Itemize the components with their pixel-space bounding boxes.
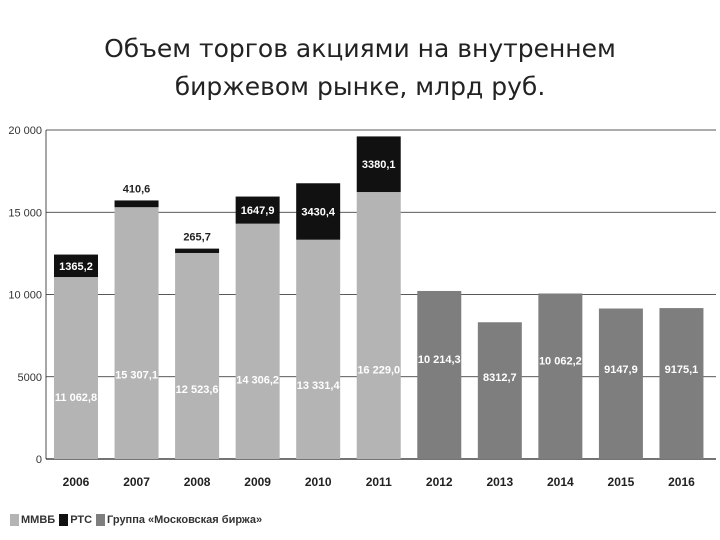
legend-label: Группа «Московская биржа» [107,514,263,526]
x-tick-label: 2015 [608,475,635,489]
bar-segment-rts [175,248,220,253]
data-label: 15 307,1 [115,369,158,381]
bar-segment-mmvb [175,252,220,459]
y-tick-label: 10 000 [8,290,42,302]
bar-segment-mmvb [114,207,159,459]
chart-title: Объем торгов акциями на внутреннем бирже… [0,30,720,106]
x-tick-label: 2006 [63,475,90,489]
x-tick-label: 2016 [668,475,695,489]
data-label: 3430,4 [301,206,336,218]
x-tick-label: 2011 [366,475,392,489]
chart-title-line2: биржевом рынке, млрд руб. [174,72,546,101]
legend-swatch [59,514,69,526]
legend-item: ММВБ [10,514,55,526]
data-label: 13 331,4 [297,380,341,392]
bar-segment-rts [235,196,280,224]
bar-segment-rts [296,183,341,240]
x-tick-label: 2010 [305,475,332,489]
data-label: 10 214,3 [418,354,461,366]
x-tick-label: 2013 [486,475,513,489]
bar-segment-mmvb [356,192,401,459]
bar-segment-rts [114,200,159,208]
data-label: 3380,1 [362,159,396,171]
bar-segment-moex [538,293,583,459]
y-tick-label: 15 000 [8,207,42,219]
x-tick-label: 2012 [426,475,453,489]
bar-segment-moex [477,322,522,459]
bar-segment-rts [356,136,401,193]
data-label: 1647,9 [241,205,275,217]
data-label: 8312,7 [483,372,517,384]
bar-segment-moex [659,308,704,459]
bar-segment-moex [417,290,462,459]
legend-label: ММВБ [21,514,56,526]
data-label: 410,6 [123,183,151,195]
legend-swatch [96,514,106,526]
data-label: 11 062,8 [55,392,97,404]
bar-segment-mmvb [296,239,341,459]
data-label: 16 229,0 [357,365,400,377]
data-label: 12 523,6 [176,384,219,396]
x-tick-label: 2014 [547,475,574,489]
data-label: 1365,2 [59,261,93,273]
legend-swatch [10,514,19,526]
data-label: 265,7 [183,232,211,244]
bar-segment-mmvb [54,277,98,459]
legend-item: Группа «Московская биржа» [96,514,262,526]
y-tick-label: 0 [36,454,42,466]
y-tick-label: 20 000 [8,125,42,137]
legend-label: РТС [70,514,93,526]
x-tick-label: 2007 [123,475,150,489]
bar-segment-mmvb [235,223,280,459]
bar-segment-rts [54,254,98,278]
chart-title-line1: Объем торгов акциями на внутреннем [104,34,616,63]
data-label: 10 062,2 [539,356,582,368]
x-tick-label: 2009 [244,475,271,489]
data-label: 14 306,2 [236,375,279,387]
x-tick-label: 2008 [184,475,211,489]
bar-segment-moex [598,308,643,459]
legend-item: РТС [59,514,92,526]
chart-legend: ММВБ РТС Группа «Московская биржа» [10,514,266,526]
data-label: 9147,9 [604,364,638,376]
y-tick-label: 5000 [18,372,42,384]
data-label: 9175,1 [665,364,699,376]
